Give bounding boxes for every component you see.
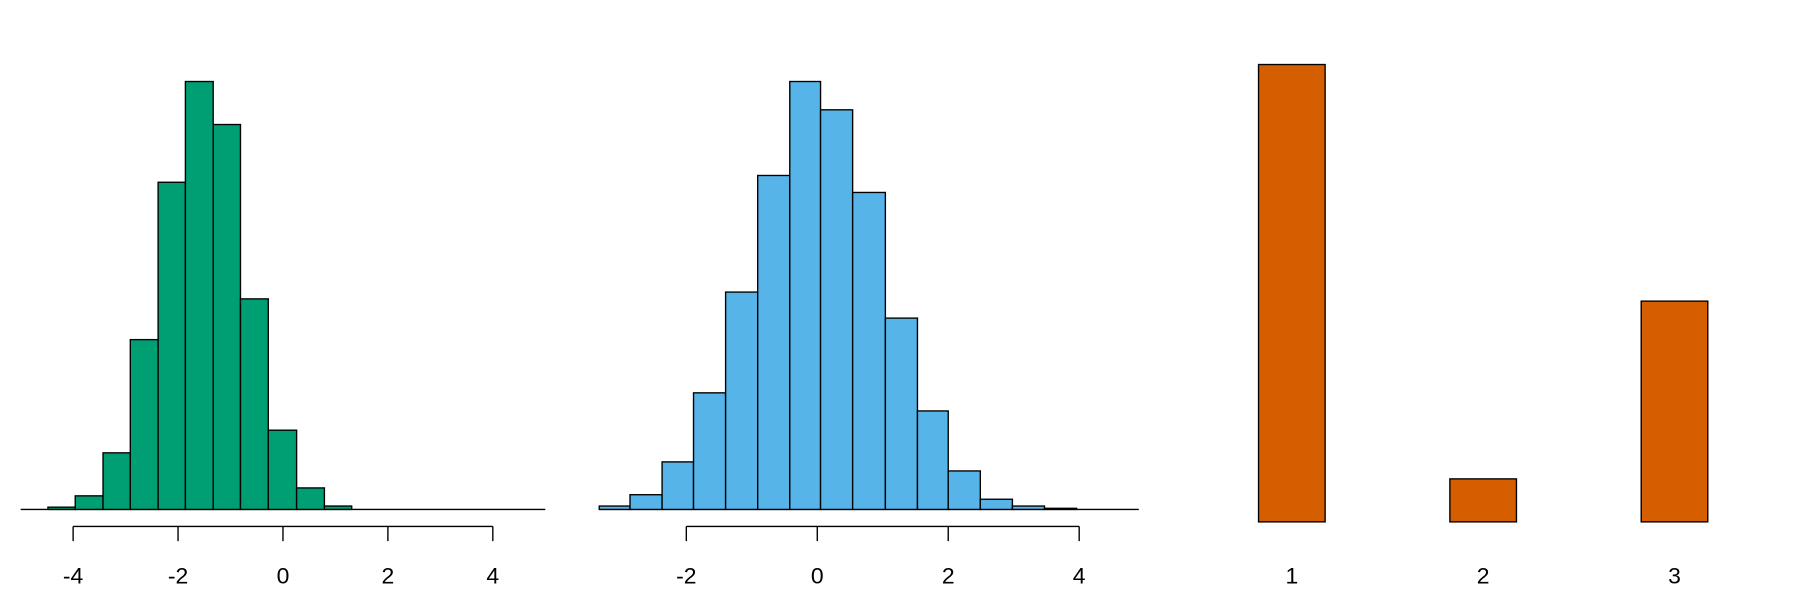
x-tick-label: 0	[811, 562, 824, 588]
x-tick-label: -2	[168, 562, 188, 588]
histogram-bar	[102, 452, 131, 511]
histogram-bar	[661, 461, 695, 511]
histogram-bar	[295, 487, 326, 511]
x-tick-label: 0	[277, 562, 290, 588]
bar	[1449, 478, 1518, 523]
histogram-bar	[629, 494, 663, 511]
x-tick-label: 4	[1073, 562, 1086, 588]
x-tick-label: 2	[382, 562, 395, 588]
histogram-bar	[819, 109, 854, 511]
x-tick-label: 2	[1477, 562, 1490, 588]
histogram-bar	[1043, 507, 1078, 511]
histogram-bar	[947, 470, 982, 511]
x-tick-label: 1	[1285, 562, 1298, 588]
histogram-bar	[789, 80, 822, 511]
histogram-bar	[979, 498, 1014, 511]
histogram-bar	[239, 298, 269, 511]
histogram-bar	[884, 317, 919, 511]
x-tick-label: 2	[942, 562, 955, 588]
histogram-bar	[74, 495, 104, 511]
histogram-bar	[598, 505, 631, 511]
histogram-bar	[724, 291, 759, 511]
x-tick-label: 4	[486, 562, 499, 588]
histogram-bar	[323, 505, 353, 511]
histogram-bar	[1011, 505, 1046, 511]
histogram-bar	[757, 174, 791, 511]
histogram-bar	[916, 410, 949, 511]
histogram-bar	[129, 338, 159, 511]
bar	[1257, 63, 1326, 523]
bar	[1640, 300, 1709, 523]
histogram-bar	[157, 181, 187, 511]
histogram-bar	[47, 506, 76, 511]
x-tick-label: -2	[676, 562, 696, 588]
histogram-bar	[692, 392, 727, 511]
x-tick-label: -4	[63, 562, 84, 588]
histogram-bar	[851, 191, 887, 511]
histogram-bar	[184, 80, 214, 511]
x-tick-label: 3	[1668, 562, 1681, 588]
histogram-bar	[267, 429, 298, 511]
histogram-bar	[212, 123, 242, 511]
